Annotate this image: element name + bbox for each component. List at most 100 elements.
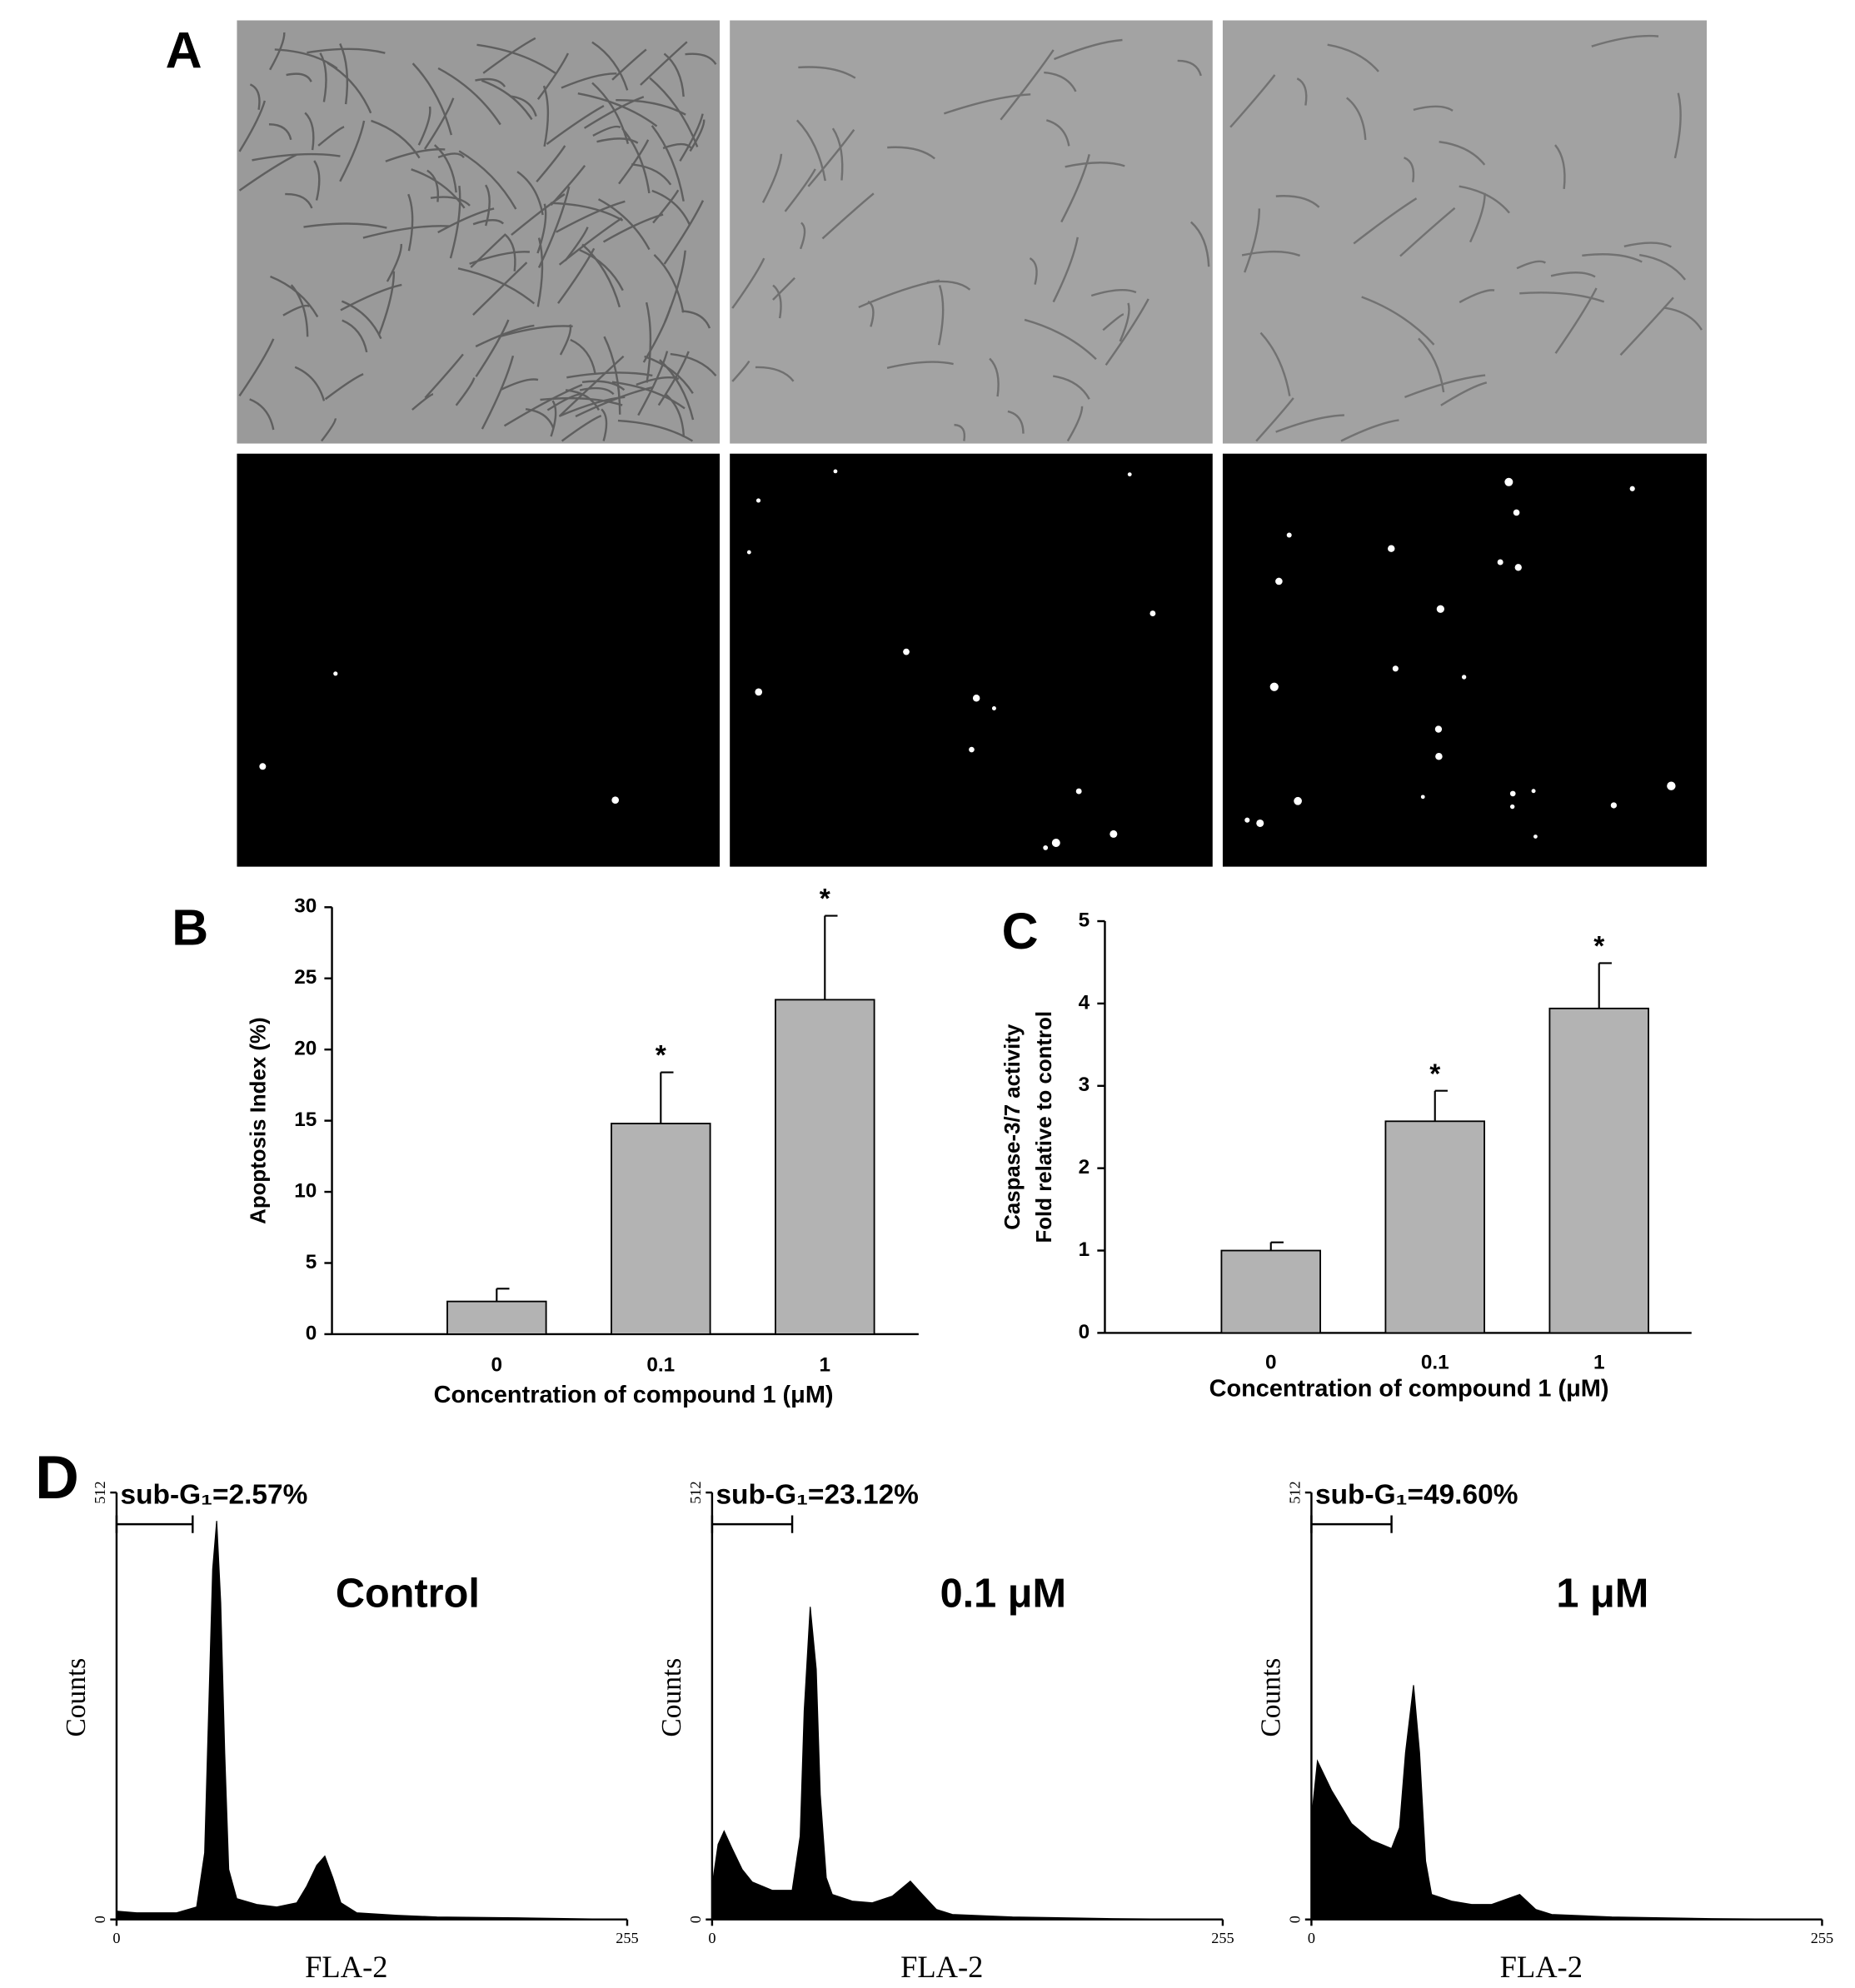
cell xyxy=(536,203,547,254)
cell xyxy=(1000,49,1055,121)
cell xyxy=(1190,221,1210,267)
cell xyxy=(570,338,596,374)
cell xyxy=(943,93,1031,115)
cell xyxy=(238,338,275,396)
cell xyxy=(1673,92,1682,159)
x-tick-label: 255 xyxy=(1211,1930,1234,1946)
gate-annotation: sub-G₁=2.57% xyxy=(121,1479,308,1510)
cell xyxy=(954,423,966,441)
cell xyxy=(304,112,315,151)
cell xyxy=(1361,296,1435,346)
cell xyxy=(437,67,501,126)
stained-nucleus xyxy=(969,746,975,753)
error-bar xyxy=(496,1288,510,1302)
cell xyxy=(411,393,434,411)
cell xyxy=(1241,250,1301,257)
cell xyxy=(1105,298,1149,366)
cell xyxy=(665,393,686,437)
stained-nucleus xyxy=(1436,605,1444,613)
cell xyxy=(761,153,783,203)
cell xyxy=(653,254,685,313)
cell xyxy=(1052,237,1079,303)
cell xyxy=(989,357,1000,397)
stained-nucleus xyxy=(1497,559,1503,566)
cell xyxy=(1519,291,1605,303)
cell xyxy=(321,418,337,442)
bar xyxy=(1384,1120,1485,1334)
cell xyxy=(1469,192,1486,243)
cell xyxy=(426,169,440,202)
cell xyxy=(449,186,461,259)
cell xyxy=(561,415,602,442)
histogram-area xyxy=(711,1607,1223,1921)
stained-nucleus xyxy=(1256,819,1264,828)
cell xyxy=(411,62,453,136)
stained-nucleus xyxy=(1110,830,1118,838)
stained-nucleus xyxy=(1392,665,1399,672)
cell xyxy=(644,355,694,394)
cell xyxy=(772,284,782,319)
cell xyxy=(558,217,623,266)
x-tick-label: 255 xyxy=(616,1930,638,1946)
cell xyxy=(290,284,309,337)
cell xyxy=(1024,318,1097,361)
cell xyxy=(269,32,286,71)
cell xyxy=(1550,272,1596,278)
cell xyxy=(611,48,647,81)
cell xyxy=(385,148,446,162)
histogram-area xyxy=(116,1521,627,1921)
cell xyxy=(926,280,971,291)
cell xyxy=(581,380,626,391)
cell xyxy=(424,353,464,399)
cell xyxy=(282,304,310,316)
stained-nucleus xyxy=(833,469,838,474)
error-bar xyxy=(1269,1241,1284,1251)
cell xyxy=(663,200,705,265)
y-axis-title: Fold relative to control xyxy=(1033,1011,1056,1243)
y-axis-title: Caspase-3/7 activity xyxy=(1001,1024,1025,1230)
cell xyxy=(1255,397,1294,442)
cell xyxy=(546,104,605,145)
stained-nucleus xyxy=(1149,610,1156,616)
cell xyxy=(601,408,608,441)
cell xyxy=(469,251,531,265)
cell xyxy=(1439,141,1486,166)
y-tick-label: 0 xyxy=(1286,1916,1303,1923)
error-bar xyxy=(1434,1089,1448,1122)
stained-nucleus xyxy=(1286,532,1292,538)
cell xyxy=(286,72,312,82)
cell xyxy=(651,189,691,226)
cell xyxy=(472,262,528,316)
cell xyxy=(685,52,717,65)
panel-label: D xyxy=(35,1444,79,1512)
cell xyxy=(371,119,421,159)
stained-nucleus xyxy=(746,550,751,555)
stained-nucleus xyxy=(1610,802,1618,809)
stained-nucleus xyxy=(1388,545,1395,552)
cell xyxy=(886,361,954,369)
x-tick-label: 0 xyxy=(708,1930,716,1946)
x-tick-label: 0.1 xyxy=(1421,1351,1449,1373)
cell xyxy=(238,153,297,192)
gate-bracket xyxy=(711,1515,794,1533)
cell xyxy=(1119,302,1130,342)
cell xyxy=(1459,289,1495,304)
stained-nucleus xyxy=(755,498,761,503)
cell xyxy=(238,100,267,152)
cell xyxy=(249,83,261,110)
cell xyxy=(591,41,629,91)
gate-annotation: sub-G₁=49.60% xyxy=(1315,1479,1518,1510)
cell xyxy=(437,152,465,159)
cell xyxy=(566,371,653,379)
cell xyxy=(621,127,651,194)
x-tick-label: 0.1 xyxy=(646,1353,675,1376)
y-tick-label: 4 xyxy=(1079,991,1090,1014)
y-tick-label: 5 xyxy=(306,1251,317,1273)
x-axis-title: Concentration of compound 1 (μM) xyxy=(1209,1376,1609,1403)
cell xyxy=(1044,71,1077,92)
cell xyxy=(663,52,685,97)
bar xyxy=(1220,1249,1321,1334)
stained-nucleus xyxy=(259,763,267,770)
fluorescence-image xyxy=(1222,453,1708,867)
cell xyxy=(511,193,566,237)
